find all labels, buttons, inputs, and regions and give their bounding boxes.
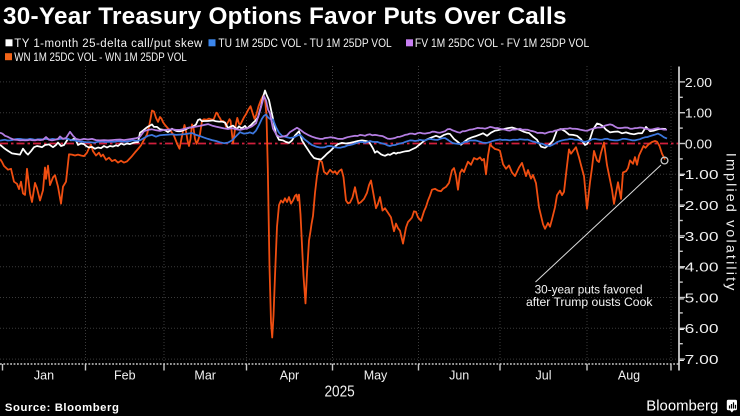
svg-text:30-Year Treasury Options Favor: 30-Year Treasury Options Favor Puts Over… (3, 3, 567, 30)
svg-text:-2.00: -2.00 (679, 198, 719, 213)
svg-text:May: May (364, 369, 388, 383)
svg-text:after Trump ousts Cook: after Trump ousts Cook (526, 295, 653, 309)
svg-text:Jul: Jul (536, 369, 552, 383)
svg-text:-3.00: -3.00 (679, 229, 719, 244)
svg-text:-4.00: -4.00 (679, 260, 719, 275)
svg-text:Apr: Apr (280, 369, 299, 383)
svg-text:30-year puts favored: 30-year puts favored (535, 283, 643, 297)
svg-text:2025: 2025 (324, 383, 354, 400)
svg-text:1.00: 1.00 (685, 106, 712, 121)
svg-text:Feb: Feb (114, 369, 136, 383)
svg-text:-7.00: -7.00 (679, 352, 719, 367)
svg-text:Jan: Jan (34, 369, 54, 383)
svg-text:TY 1-month 25-delta call/put s: TY 1-month 25-delta call/put skew (14, 38, 203, 50)
svg-text:WN 1M 25DC VOL - WN 1M 25DP VO: WN 1M 25DC VOL - WN 1M 25DP VOL (14, 52, 187, 64)
svg-text:-1.00: -1.00 (679, 167, 719, 182)
svg-text:Mar: Mar (194, 369, 216, 383)
svg-text:Implied volatility: Implied volatility (723, 153, 739, 293)
svg-text:Source: Bloomberg: Source: Bloomberg (5, 402, 119, 414)
svg-text:Jun: Jun (449, 369, 469, 383)
svg-text:TU 1M 25DC VOL - TU 1M 25DP VO: TU 1M 25DC VOL - TU 1M 25DP VOL (218, 38, 392, 50)
svg-text:FV 1M 25DC VOL - FV 1M 25DP VO: FV 1M 25DC VOL - FV 1M 25DP VOL (415, 38, 590, 50)
svg-text:-5.00: -5.00 (679, 290, 719, 305)
svg-text:2.00: 2.00 (685, 75, 712, 90)
svg-text:Bloomberg: Bloomberg (646, 398, 718, 414)
svg-text:-6.00: -6.00 (679, 321, 719, 336)
svg-text:Aug: Aug (618, 369, 640, 383)
svg-text:0.00: 0.00 (685, 136, 712, 151)
